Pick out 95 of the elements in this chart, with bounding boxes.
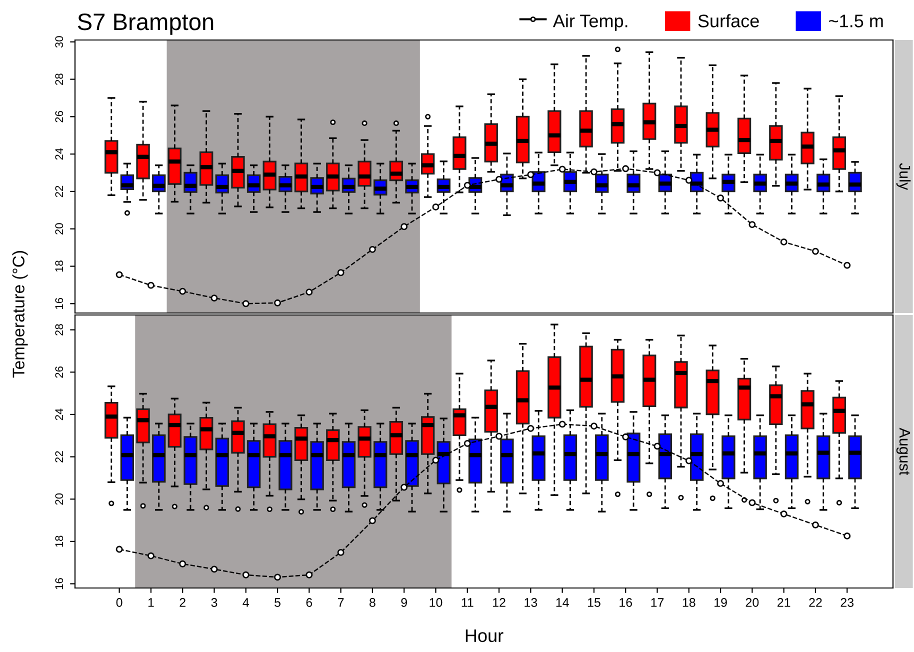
point	[496, 432, 503, 440]
point	[496, 176, 503, 183]
point	[400, 223, 408, 230]
x-tick-label: 14	[556, 598, 569, 607]
x-tick-label: 19	[714, 598, 727, 607]
point	[210, 566, 218, 573]
y-tick-label: 30	[55, 36, 64, 48]
point	[179, 560, 186, 568]
point	[558, 420, 566, 428]
point	[685, 176, 692, 184]
point	[400, 484, 408, 491]
point	[306, 288, 313, 296]
point	[432, 204, 440, 210]
x-tick-label: 6	[306, 598, 312, 607]
y-tick-label: 26	[55, 366, 64, 378]
point	[558, 166, 566, 173]
point	[780, 510, 788, 518]
legend-label: ~1.5 m	[829, 14, 883, 28]
point	[179, 288, 186, 295]
y-tick-label: 22	[55, 186, 63, 198]
point	[622, 433, 630, 440]
point	[654, 169, 661, 176]
point	[844, 262, 851, 269]
point	[337, 548, 344, 556]
point	[844, 532, 851, 540]
point	[527, 424, 534, 432]
point	[147, 552, 154, 560]
point	[717, 194, 724, 202]
y-tick-label: 24	[55, 148, 63, 160]
y-tick-label: 16	[55, 298, 64, 309]
point	[748, 221, 756, 228]
x-tick-label: 10	[430, 598, 442, 607]
y-tick-label: 18	[55, 536, 64, 547]
point	[210, 294, 218, 302]
point	[306, 571, 313, 578]
x-tick-label: 7	[338, 598, 344, 607]
y-axis-title: Temperature (°C)	[12, 251, 28, 378]
point	[242, 300, 250, 308]
x-tick-label: 5	[274, 598, 280, 607]
point	[464, 182, 471, 189]
point	[717, 480, 724, 487]
point	[274, 299, 281, 306]
text: July	[896, 163, 911, 190]
x-tick-label: 18	[682, 598, 696, 607]
point	[116, 546, 123, 553]
x-tick-label: 4	[242, 598, 249, 607]
x-tick-label: 15	[588, 598, 600, 607]
y-tick-label: 28	[55, 324, 64, 336]
x-tick-label: 2	[180, 598, 186, 607]
point	[590, 168, 598, 176]
point	[780, 238, 788, 246]
legend-label: Air Temp.	[552, 14, 628, 31]
text: August	[896, 428, 910, 476]
x-tick-label: 23	[840, 598, 854, 607]
x-tick-label: 22	[809, 598, 822, 607]
x-tick-label: 3	[211, 598, 218, 607]
point	[812, 521, 819, 528]
point	[116, 271, 123, 278]
x-tick-label: 11	[462, 598, 474, 607]
point	[464, 440, 471, 447]
point	[527, 171, 534, 178]
x-axis-title: Hour	[466, 629, 504, 642]
x-tick-label: 13	[524, 598, 538, 607]
point	[274, 574, 281, 581]
point	[368, 517, 376, 524]
point	[368, 246, 376, 253]
y-tick-label: 26	[55, 110, 64, 122]
point	[622, 165, 630, 172]
y-tick-label: 16	[55, 578, 64, 590]
point	[590, 422, 598, 430]
y-tick-label: 18	[55, 260, 64, 272]
point	[337, 269, 344, 276]
y-tick-label: 22	[55, 451, 63, 462]
x-tick-label: 16	[620, 598, 632, 607]
x-tick-label: 17	[651, 598, 664, 607]
chart-title: S7 Brampton	[78, 14, 214, 35]
x-tick-label: 21	[778, 598, 790, 607]
x-tick-label: 12	[493, 598, 506, 607]
legend-label: Surface	[698, 14, 759, 28]
x-tick-label: 1	[148, 598, 154, 607]
point	[685, 457, 692, 464]
x-tick-label: 9	[401, 598, 407, 607]
point	[432, 456, 440, 464]
point	[812, 248, 819, 255]
y-tick-label: 20	[55, 493, 64, 505]
point	[242, 571, 250, 578]
point	[147, 282, 154, 289]
point	[654, 442, 661, 450]
x-tick-label: 8	[370, 598, 376, 607]
x-tick-label: 0	[116, 598, 122, 607]
y-tick-label: 24	[55, 408, 63, 420]
y-tick-label: 28	[55, 74, 64, 85]
y-tick-label: 20	[55, 223, 64, 234]
point	[748, 499, 756, 506]
x-tick-label: 20	[746, 598, 759, 607]
